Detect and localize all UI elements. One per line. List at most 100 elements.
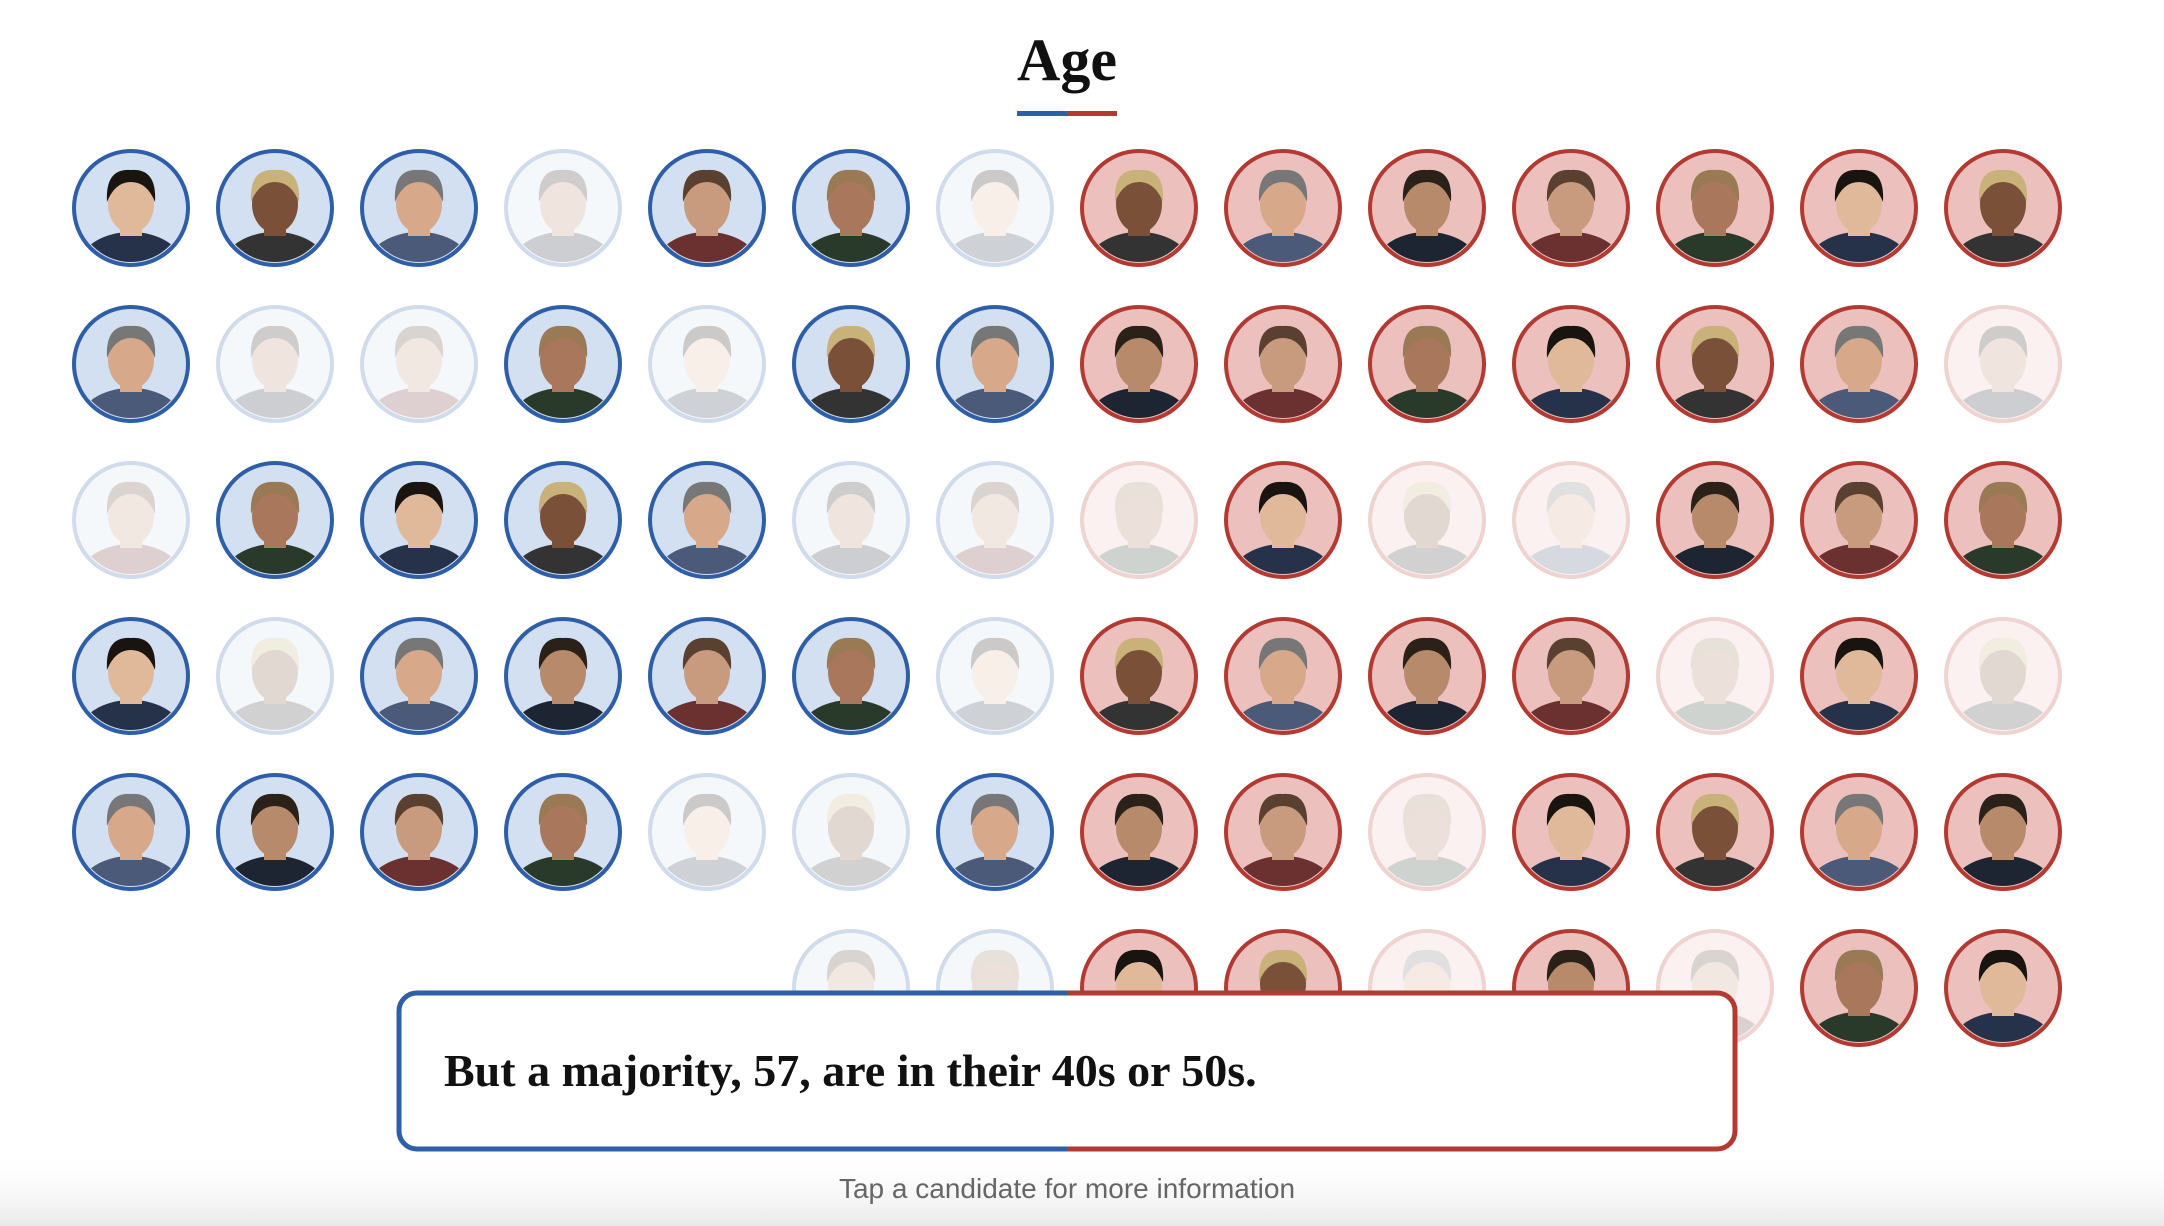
candidate-avatar[interactable]	[936, 149, 1054, 300]
candidate-avatar[interactable]	[1080, 617, 1198, 768]
candidate-avatar[interactable]	[936, 305, 1054, 456]
candidate-avatar[interactable]	[1512, 773, 1630, 924]
candidate-avatar[interactable]	[1224, 461, 1342, 612]
candidate-avatar[interactable]	[792, 305, 910, 456]
candidate-avatar[interactable]	[1368, 461, 1486, 612]
avatar-head	[1116, 799, 1162, 857]
caption-text: But a majority, 57, are in their 40s or …	[444, 1045, 1257, 1096]
avatar-photo	[1951, 169, 2055, 262]
candidate-avatar[interactable]	[360, 617, 478, 768]
avatar-hair	[106, 481, 156, 514]
candidate-avatar[interactable]	[648, 149, 766, 300]
avatar-hair	[1114, 793, 1164, 826]
avatar-neck	[1992, 372, 2014, 392]
candidate-avatar[interactable]	[72, 461, 190, 612]
candidate-avatar[interactable]	[792, 149, 910, 300]
candidate-avatar[interactable]	[648, 773, 766, 924]
candidate-avatar[interactable]	[1944, 461, 2062, 612]
candidate-avatar[interactable]	[360, 149, 478, 300]
candidate-avatar[interactable]	[1944, 773, 2062, 924]
candidate-avatar[interactable]	[1224, 305, 1342, 456]
candidate-avatar[interactable]	[792, 617, 910, 768]
candidate-avatar[interactable]	[1224, 149, 1342, 300]
candidate-avatar[interactable]	[216, 305, 334, 456]
candidate-avatar[interactable]	[216, 773, 334, 924]
candidate-avatar[interactable]	[504, 149, 622, 300]
avatar-head	[1980, 487, 2026, 545]
candidate-avatar[interactable]	[1944, 617, 2062, 768]
candidate-avatar[interactable]	[1800, 305, 1918, 456]
avatar-border	[1656, 773, 1774, 891]
candidate-avatar[interactable]	[1944, 149, 2062, 300]
avatar-head	[1548, 175, 1594, 233]
candidate-avatar[interactable]	[1656, 461, 1774, 612]
candidate-avatar[interactable]	[648, 461, 766, 612]
candidate-avatar[interactable]	[1512, 461, 1630, 612]
candidate-avatar[interactable]	[1656, 617, 1774, 768]
candidate-avatar[interactable]	[1224, 617, 1342, 768]
avatar-photo	[1087, 169, 1191, 262]
candidate-avatar[interactable]	[648, 305, 766, 456]
avatar-border	[504, 149, 622, 267]
avatar-border	[216, 149, 334, 267]
candidate-avatar[interactable]	[1512, 305, 1630, 456]
candidate-avatar[interactable]	[1080, 461, 1198, 612]
avatar-border	[504, 617, 622, 735]
avatar-shoulders	[511, 544, 615, 574]
candidate-avatar[interactable]	[1656, 149, 1774, 300]
avatar-border	[648, 461, 766, 579]
avatar-hair	[1258, 481, 1308, 514]
candidate-avatar[interactable]	[936, 461, 1054, 612]
candidate-avatar[interactable]	[1512, 617, 1630, 768]
candidate-avatar[interactable]	[1800, 617, 1918, 768]
candidate-avatar[interactable]	[360, 305, 478, 456]
avatar-border	[648, 305, 766, 423]
candidate-avatar[interactable]	[216, 617, 334, 768]
avatar-hair	[1114, 169, 1164, 202]
candidate-avatar[interactable]	[360, 461, 478, 612]
candidate-avatar[interactable]	[72, 617, 190, 768]
candidate-avatar[interactable]	[72, 149, 190, 300]
candidate-avatar[interactable]	[1656, 773, 1774, 924]
candidate-avatar[interactable]	[504, 773, 622, 924]
candidate-avatar[interactable]	[1368, 773, 1486, 924]
candidate-avatar[interactable]	[216, 149, 334, 300]
avatar-head	[972, 175, 1018, 233]
avatar-photo	[1375, 169, 1479, 262]
avatar-hair	[394, 481, 444, 514]
avatar-hair	[682, 793, 732, 826]
candidate-avatar[interactable]	[1080, 149, 1198, 300]
avatar-border	[1368, 149, 1486, 267]
candidate-avatar[interactable]	[1800, 773, 1918, 924]
candidate-avatar[interactable]	[360, 773, 478, 924]
avatar-background	[1658, 619, 1772, 733]
candidate-avatar[interactable]	[936, 617, 1054, 768]
candidate-avatar[interactable]	[792, 461, 910, 612]
candidate-avatar[interactable]	[1512, 149, 1630, 300]
candidate-avatar[interactable]	[216, 461, 334, 612]
avatar-photo	[1951, 325, 2055, 418]
candidate-avatar[interactable]	[648, 617, 766, 768]
candidate-avatar[interactable]	[1080, 305, 1198, 456]
avatar-shoulders	[1375, 700, 1479, 730]
candidate-avatar[interactable]	[1368, 305, 1486, 456]
candidate-avatar[interactable]	[504, 617, 622, 768]
candidate-avatar[interactable]	[1944, 305, 2062, 456]
candidate-avatar[interactable]	[1800, 149, 1918, 300]
candidate-avatar[interactable]	[1080, 773, 1198, 924]
candidate-avatar[interactable]	[504, 305, 622, 456]
candidate-avatar[interactable]	[504, 461, 622, 612]
candidate-avatar[interactable]	[1368, 149, 1486, 300]
candidate-avatar[interactable]	[792, 773, 910, 924]
candidate-avatar[interactable]	[1656, 305, 1774, 456]
candidate-avatar[interactable]	[1944, 929, 2062, 1080]
avatar-photo	[1663, 169, 1767, 262]
candidate-avatar[interactable]	[936, 773, 1054, 924]
candidate-avatar[interactable]	[1224, 773, 1342, 924]
avatar-photo	[1807, 793, 1911, 886]
candidate-avatar[interactable]	[1800, 929, 1918, 1080]
candidate-avatar[interactable]	[1800, 461, 1918, 612]
candidate-avatar[interactable]	[72, 773, 190, 924]
candidate-avatar[interactable]	[72, 305, 190, 456]
candidate-avatar[interactable]	[1368, 617, 1486, 768]
